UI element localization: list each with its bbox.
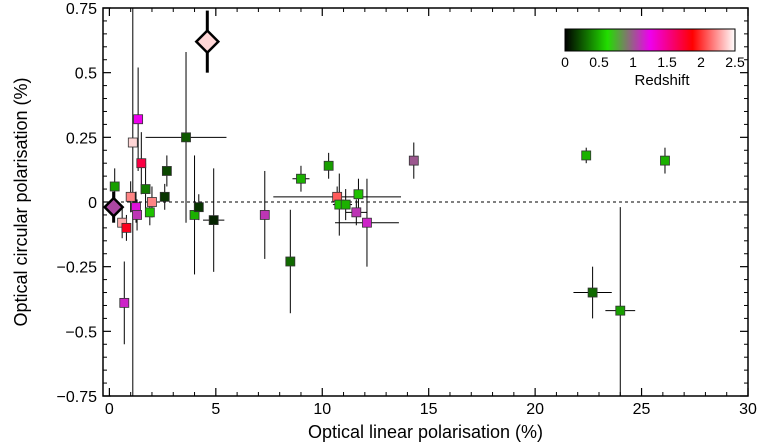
data-point [296, 173, 306, 184]
colorbar-tick-label: 1.5 [657, 54, 677, 70]
data-point [323, 160, 334, 171]
data-point [285, 256, 296, 267]
colorbar-title: Redshift [634, 72, 690, 89]
colorbar-tick-label: 2 [697, 54, 705, 70]
data-point [144, 207, 155, 218]
data-point [136, 158, 147, 169]
data-point [133, 114, 144, 125]
x-tick-label: 15 [420, 401, 438, 418]
y-tick-label: −0.5 [65, 324, 97, 341]
x-axis-title: Optical linear polarisation (%) [308, 422, 543, 442]
colorbar-ticks: 0 0.5 1 1.5 2 2.5 [561, 54, 745, 70]
data-point [140, 184, 151, 194]
data-point [353, 189, 364, 200]
colorbar-tick-label: 0.5 [589, 54, 609, 70]
x-tick-label: 25 [633, 401, 651, 418]
y-tick-label: 0 [88, 195, 97, 212]
data-point [109, 181, 120, 192]
data-point [147, 197, 157, 207]
y-tick-label: −0.75 [57, 389, 98, 406]
data-point [615, 305, 626, 316]
x-tick-label: 30 [739, 401, 757, 418]
x-tick-label: 20 [526, 401, 544, 418]
data-point [121, 222, 132, 233]
data-point [660, 155, 670, 166]
y-axis-title: Optical circular polarisation (%) [11, 77, 31, 326]
colorbar-gradient [564, 28, 736, 52]
error-bars-layer [107, 8, 668, 396]
data-point [161, 166, 172, 176]
data-point [351, 207, 362, 218]
axes-layer: 0 5 10 15 20 25 300.750.50.250−0.25−0.5−0.75 [57, 1, 757, 418]
data-point [362, 217, 372, 228]
y-tick-label: 0.75 [66, 1, 97, 18]
colorbar: 0 0.5 1 1.5 2 2.5 Redshift [561, 28, 745, 89]
data-point [581, 150, 592, 161]
y-tick-label: 0.5 [75, 66, 97, 83]
data-point [125, 191, 136, 202]
data-point [193, 202, 204, 213]
data-point-diamond [102, 196, 125, 218]
data-point [259, 210, 270, 220]
data-point [127, 137, 138, 148]
y-tick-label: −0.25 [57, 260, 98, 277]
data-point [587, 287, 598, 298]
data-point [408, 155, 419, 166]
x-tick-label: 0 [105, 401, 114, 418]
colorbar-tick-label: 1 [629, 54, 637, 70]
data-point [181, 132, 191, 143]
points-layer [102, 28, 670, 316]
data-point [159, 191, 170, 202]
x-tick-label: 5 [211, 401, 220, 418]
colorbar-tick-label: 2.5 [725, 54, 745, 70]
x-tick-label: 10 [313, 401, 331, 418]
data-point [208, 215, 219, 226]
data-point [119, 297, 130, 308]
y-tick-label: 0.25 [66, 130, 97, 147]
data-point [340, 199, 351, 210]
data-point-diamond [194, 28, 221, 55]
data-point [132, 210, 142, 220]
colorbar-tick-label: 0 [561, 54, 569, 70]
